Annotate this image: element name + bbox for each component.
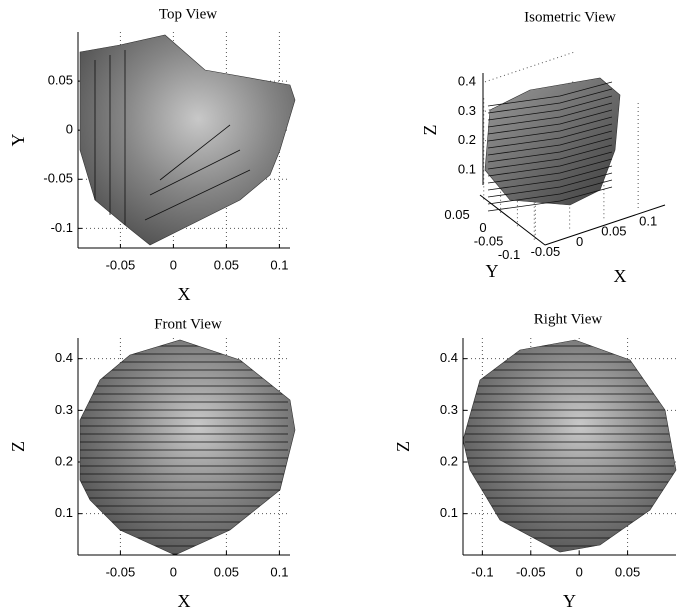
y-tick-label: 0.3 <box>55 402 73 417</box>
y-tick-label: -0.05 <box>474 234 504 249</box>
x-axis-label: X <box>614 266 627 286</box>
x-tick-label: 0.1 <box>270 257 288 272</box>
y-tick-label: 0 <box>66 122 73 137</box>
figure: Top View-0.0500.050.1-0.1-0.0500.05XYIso… <box>0 0 683 615</box>
x-tick-label: -0.1 <box>471 564 493 579</box>
y-axis-label: Y <box>486 261 499 281</box>
x-axis-label: X <box>178 284 191 304</box>
y-tick-label: 0.4 <box>440 350 458 365</box>
x-tick-label: -0.05 <box>516 564 546 579</box>
y-tick-label: 0 <box>479 220 486 235</box>
x-tick-label: 0 <box>576 234 583 249</box>
y-tick-label: -0.1 <box>51 220 73 235</box>
surface <box>80 35 295 245</box>
surface <box>463 340 676 552</box>
y-tick-label: 0.1 <box>440 505 458 520</box>
y-tick-label: 0.05 <box>48 73 73 88</box>
y-axis-label: Z <box>8 441 28 452</box>
y-tick-label: 0.3 <box>440 402 458 417</box>
x-tick-label: 0.05 <box>214 257 239 272</box>
y-tick-label: -0.05 <box>43 171 73 186</box>
x-tick-label: -0.05 <box>106 257 136 272</box>
y-axis-label: Y <box>8 134 28 147</box>
x-tick-label: -0.05 <box>106 564 136 579</box>
x-tick-label: 0.05 <box>615 564 640 579</box>
x-axis-label: Y <box>563 591 576 611</box>
y-tick-label: -0.1 <box>498 247 520 262</box>
chart-title: Isometric View <box>524 9 616 25</box>
x-tick-label: 0.05 <box>214 564 239 579</box>
y-tick-label: 0.2 <box>55 453 73 468</box>
surface <box>80 340 295 555</box>
x-axis-label: X <box>178 591 191 611</box>
chart-title: Right View <box>534 311 603 327</box>
x-tick-label: 0.1 <box>639 213 657 228</box>
y-tick-label: 0.05 <box>444 207 469 222</box>
z-tick-label: 0.3 <box>458 103 476 118</box>
z-tick-label: 0.4 <box>458 73 476 88</box>
x-tick-label: 0 <box>170 257 177 272</box>
grid-line <box>485 52 575 82</box>
x-tick-label: 0 <box>170 564 177 579</box>
x-tick-label: -0.05 <box>531 244 561 259</box>
z-axis-label: Z <box>420 125 440 136</box>
x-tick-label: 0.05 <box>601 224 626 239</box>
y-axis-label: Z <box>393 441 413 452</box>
z-tick-label: 0.2 <box>458 132 476 147</box>
z-tick-label: 0.1 <box>458 162 476 177</box>
x-tick-label: 0 <box>576 564 583 579</box>
y-tick-label: 0.1 <box>55 505 73 520</box>
chart-title: Front View <box>154 316 222 332</box>
y-tick-label: 0.2 <box>440 453 458 468</box>
y-tick-label: 0.4 <box>55 350 73 365</box>
chart-title: Top View <box>159 6 217 22</box>
x-tick-label: 0.1 <box>270 564 288 579</box>
